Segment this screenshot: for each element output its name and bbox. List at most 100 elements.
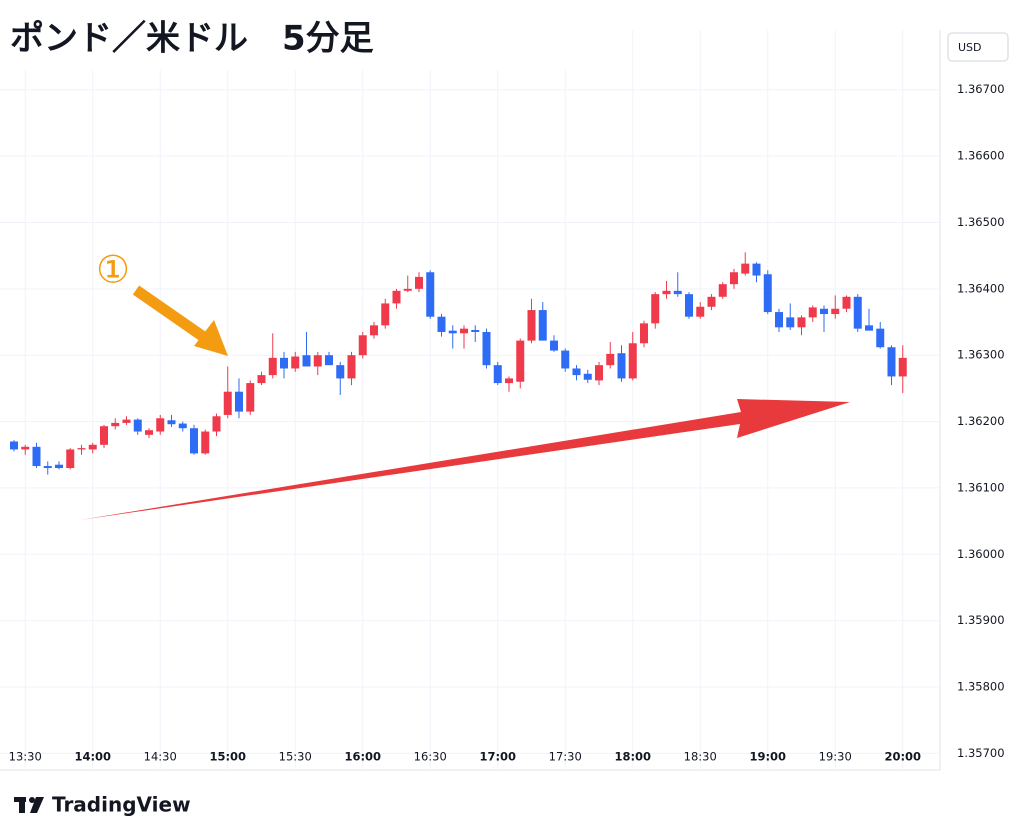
logo-part [30,797,44,813]
candle-body [167,420,176,425]
candle-body [370,325,378,336]
candle-body [358,335,367,356]
x-tick-label: 19:00 [749,750,786,764]
candle-body [223,391,232,415]
y-tick-label: 1.36000 [957,547,1005,561]
candle-body [392,290,401,304]
x-tick-label: 16:00 [344,750,381,764]
candle-body [325,355,333,366]
candle-body [156,418,165,432]
candles [10,252,907,475]
candle-body [482,331,491,366]
candle-body [460,328,468,334]
x-tick-label: 20:00 [884,750,921,764]
candle-body [291,356,300,369]
annotation: ① [96,248,130,292]
x-tick-label: 16:30 [414,750,447,764]
candle-body [673,290,682,295]
candle-body [820,308,828,315]
candle-body [280,357,288,369]
y-tick-label: 1.36200 [957,414,1005,428]
candle-body [808,307,817,318]
candle-body [876,328,885,348]
y-tick-label: 1.35800 [957,680,1005,694]
candle-body [122,419,131,423]
candle-body [707,296,716,307]
candle-body [572,368,581,376]
pointer-arrow-head [194,320,228,356]
candle-body [212,416,221,432]
candle-body [246,383,255,412]
candle-body [66,449,75,469]
candle-body [257,375,266,384]
candle-body [437,316,446,332]
brand-name: TradingView [52,793,191,817]
candle-body [887,347,896,377]
candle-body [583,373,592,380]
candle-body [786,317,795,328]
candle-body [313,355,322,367]
candle-body [235,391,243,412]
candle-body [100,426,108,445]
candle-body [730,272,738,285]
x-tick-label: 19:30 [819,750,852,764]
candle-body [797,317,806,328]
x-tick-label: 17:00 [479,750,516,764]
candle-body [133,419,142,432]
candle-body [527,310,536,341]
y-tick-label: 1.36100 [957,480,1005,494]
pointer-arrow-shaft [132,285,212,345]
y-tick-label: 1.36400 [957,281,1005,295]
x-tick-label: 18:30 [684,750,717,764]
candle-body [561,350,570,369]
candle-body [831,308,840,315]
candle-body [617,353,626,379]
candle-body [550,340,558,351]
candle-body [775,312,783,328]
candle-body [606,353,615,366]
candle-body [178,423,187,429]
candle-body [268,357,277,376]
price-scale [940,30,1024,770]
y-tick-label: 1.36700 [957,82,1005,96]
candle-body [21,446,30,450]
candle-body [403,288,412,291]
candle-body [516,340,525,382]
candle-body [538,310,547,341]
candle-body [10,441,18,450]
candle-body [471,329,480,332]
candle-body [628,343,637,379]
candle-body [763,274,772,313]
grid [0,30,940,770]
candle-body [718,284,727,297]
candle-body [190,428,198,454]
currency-box[interactable] [947,32,1009,62]
candle-body [32,446,41,467]
candle-body [88,444,97,450]
candle-body [302,355,311,367]
y-tick-label: 1.36300 [957,348,1005,362]
candle-body [77,448,86,450]
candle-body [741,263,750,274]
x-tick-label: 15:00 [209,750,246,764]
candle-body [43,466,52,469]
x-tick-label: 18:00 [614,750,651,764]
y-tick-label: 1.36600 [957,149,1005,163]
candle-body [201,431,210,454]
candle-body [696,306,705,317]
y-tick-label: 1.36500 [957,215,1005,229]
candle-body [898,357,907,377]
candle-body [145,430,153,435]
candle-body [685,294,693,317]
candle-body [426,272,435,317]
x-tick-label: 14:00 [74,750,111,764]
chart-title: ポンド／米ドル 5分足 [10,19,374,59]
candle-body [651,294,660,324]
brand-logo [14,797,44,813]
currency: USD [958,41,982,54]
candle-body [55,464,63,469]
candle-body [111,422,120,427]
candle-body [336,365,345,379]
